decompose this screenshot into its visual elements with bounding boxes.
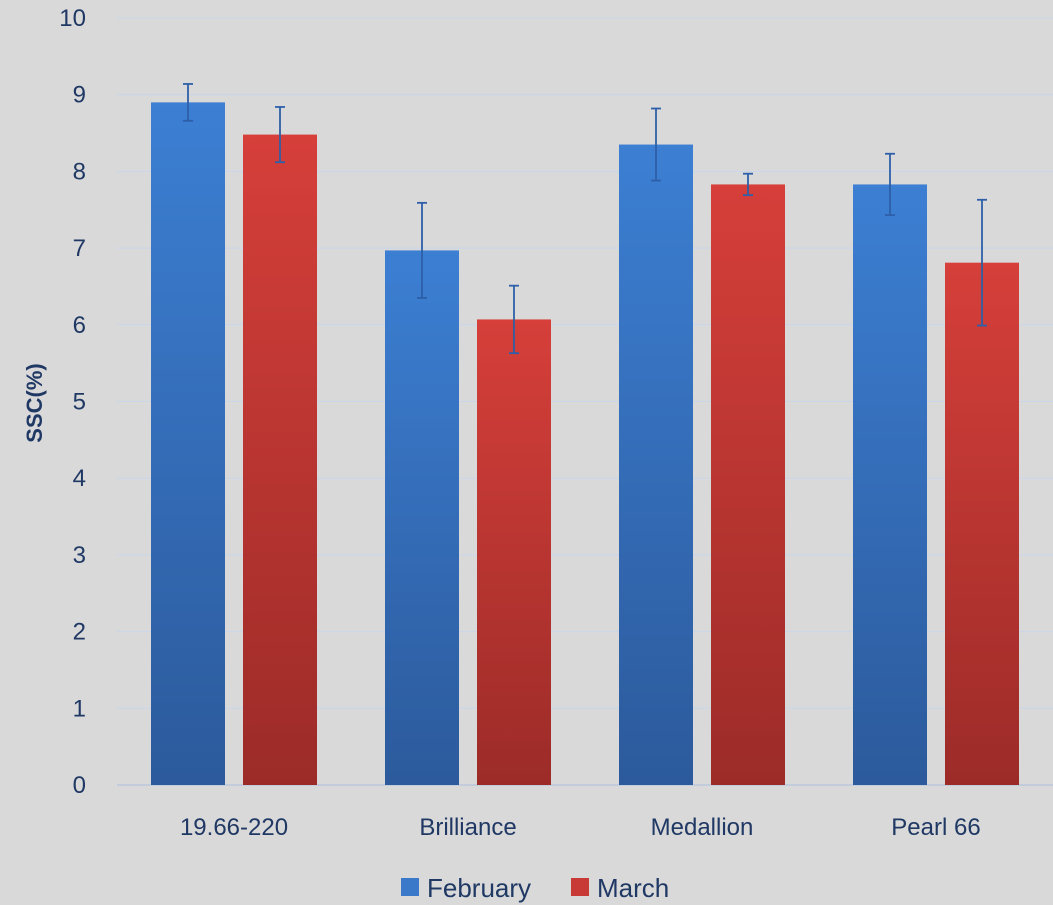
y-tick-label: 6 — [73, 312, 86, 339]
y-tick-label: 9 — [73, 82, 86, 109]
bar-march-2 — [477, 319, 551, 785]
y-tick-label: 3 — [73, 542, 86, 569]
legend-label-march: March — [597, 873, 669, 903]
legend: February March — [401, 873, 669, 903]
error-bar — [651, 107, 661, 182]
bar-march-1 — [243, 134, 317, 786]
x-tick-label: Pearl 66 — [891, 814, 980, 841]
error-bar — [417, 201, 427, 299]
error-bar — [743, 172, 753, 197]
y-tick-label: 7 — [73, 235, 86, 262]
x-tick-label: Medallion — [651, 814, 754, 841]
y-axis-label: SSC(%) — [22, 363, 47, 442]
y-tick-label: 10 — [59, 5, 86, 32]
legend-label-february: February — [427, 873, 531, 903]
legend-swatch-february — [401, 878, 419, 896]
error-bar — [183, 83, 193, 122]
x-axis-labels: 19.66-220 Brilliance Medallion Pearl 66 — [180, 814, 981, 841]
bar-march-4 — [945, 262, 1019, 786]
error-bars — [183, 83, 987, 355]
y-axis-ticks: 0 1 2 3 4 5 6 7 8 9 10 — [59, 5, 86, 799]
y-tick-label: 4 — [73, 465, 86, 492]
x-tick-label: Brilliance — [419, 814, 516, 841]
error-bar — [977, 198, 987, 327]
error-bar — [509, 284, 519, 355]
y-tick-label: 0 — [73, 772, 86, 799]
y-tick-label: 1 — [73, 695, 86, 722]
x-tick-label: 19.66-220 — [180, 814, 288, 841]
error-bar — [885, 152, 895, 217]
legend-swatch-march — [571, 878, 589, 896]
y-tick-label: 2 — [73, 619, 86, 646]
y-tick-label: 5 — [73, 389, 86, 416]
bar-february-3 — [619, 144, 693, 785]
bar-february-1 — [151, 102, 225, 786]
bar-february-2 — [385, 250, 459, 785]
y-tick-label: 8 — [73, 158, 86, 185]
error-bar — [275, 106, 285, 164]
bar-march-3 — [711, 184, 785, 786]
bars — [151, 102, 1019, 786]
bar-february-4 — [853, 184, 927, 786]
